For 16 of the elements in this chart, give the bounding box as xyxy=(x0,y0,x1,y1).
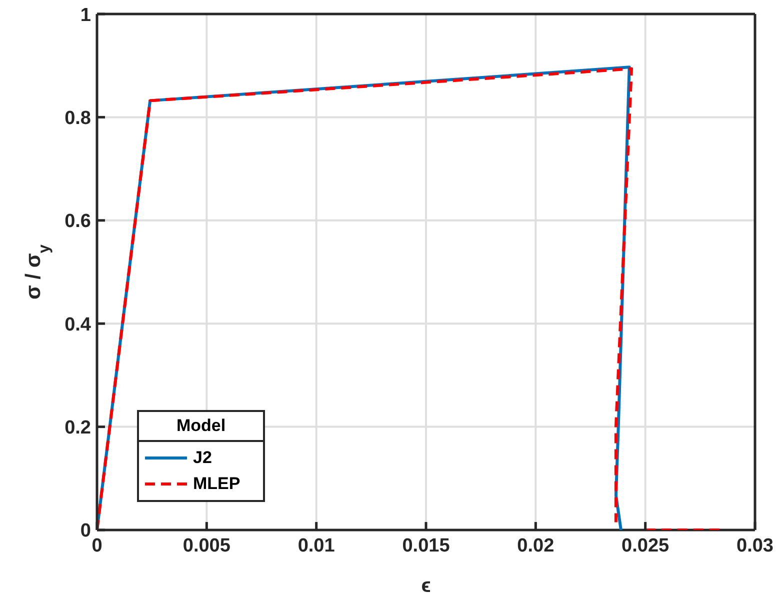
legend-title: Model xyxy=(139,412,263,442)
y-tick-label: 0.6 xyxy=(64,211,91,232)
y-tick-label: 0 xyxy=(80,520,91,542)
x-tick-label: 0.005 xyxy=(182,535,231,556)
x-tick-label: 0.03 xyxy=(736,535,774,556)
legend-label: MLEP xyxy=(193,474,240,494)
x-tick-label: 0.01 xyxy=(298,535,336,556)
legend-label: J2 xyxy=(193,448,212,468)
x-tick-label: 0.015 xyxy=(402,535,450,556)
x-axis-title: ϵ xyxy=(421,575,431,597)
y-tick-label: 1 xyxy=(80,4,92,26)
x-tick-label: 0.025 xyxy=(622,535,670,556)
y-tick-label: 0.2 xyxy=(64,418,91,439)
y-tick-label: 0.8 xyxy=(64,108,91,129)
x-tick-label: 0.02 xyxy=(517,535,554,556)
y-tick-label: 0.4 xyxy=(64,314,92,336)
